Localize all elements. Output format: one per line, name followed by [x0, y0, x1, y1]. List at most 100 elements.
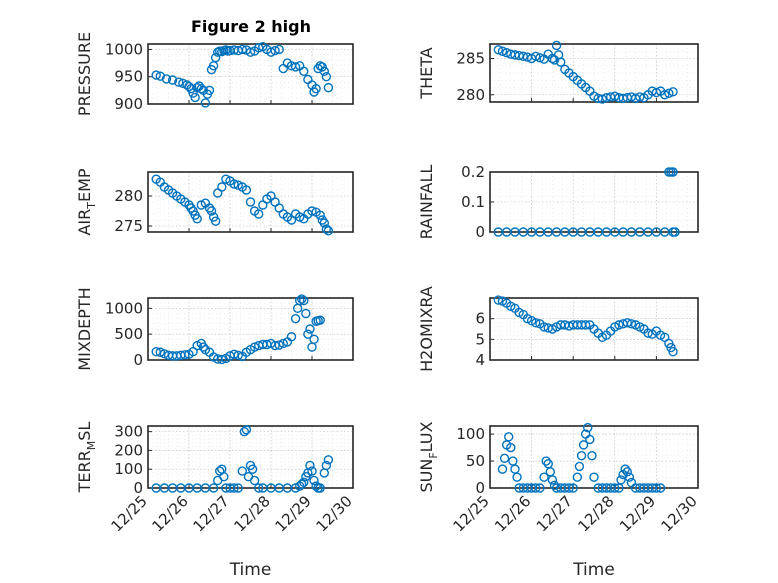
data-point: [313, 63, 323, 74]
y-tick-label: 100: [114, 460, 143, 478]
data-point: [512, 472, 522, 482]
data-point: [578, 440, 589, 450]
data-point: [321, 224, 332, 234]
figure-title: Figure 2 high: [191, 17, 311, 36]
data-point: [506, 442, 516, 453]
y-tick-label: 6: [475, 310, 485, 328]
x-tick-label: 12/25: [450, 492, 493, 535]
data-point: [286, 332, 297, 342]
data-point: [241, 185, 252, 195]
data-point: [315, 210, 325, 220]
data-point: [597, 94, 608, 104]
data-point: [200, 98, 211, 108]
y-tick-label: 200: [114, 441, 143, 459]
data-point: [556, 57, 566, 67]
y-tick-label: 0: [133, 351, 143, 369]
data-point: [535, 483, 545, 493]
data-point: [576, 450, 587, 461]
data-point: [319, 66, 329, 76]
data-point: [610, 91, 620, 101]
x-tick-label: 12/30: [658, 492, 701, 535]
subplot-terr_msl: 0100200300TERRMSL12/2512/2612/2712/2812/…: [75, 422, 356, 580]
data-point: [668, 167, 678, 177]
data-point: [541, 456, 551, 466]
data-point: [180, 350, 190, 360]
data-point: [210, 216, 221, 226]
x-tick-label: 12/30: [313, 492, 356, 535]
data-point: [309, 334, 319, 345]
axes-box: [147, 297, 354, 361]
data-point: [297, 294, 307, 304]
y-tick-label: 0: [475, 223, 485, 241]
data-point: [266, 47, 276, 57]
data-point: [301, 308, 311, 319]
data-point: [299, 295, 309, 306]
x-tick-label: 12/29: [272, 492, 315, 535]
data-point: [307, 206, 317, 216]
data-point: [493, 295, 504, 305]
subplot-rainfall: 0 0.1 0.2 RAINFALL: [417, 163, 699, 241]
y-tick-label: 300: [114, 423, 143, 441]
data-point: [622, 318, 632, 328]
y-axis-label: MIXDEPTH: [75, 287, 94, 370]
data-point: [568, 483, 578, 493]
data-point: [493, 45, 504, 55]
y-tick-label: 50: [466, 452, 485, 470]
y-tick-label: 1000: [105, 40, 143, 58]
data-point: [668, 87, 678, 97]
data-point: [208, 483, 219, 493]
y-tick-label: 0: [133, 479, 143, 497]
data-point: [155, 347, 166, 357]
data-point: [254, 483, 264, 493]
x-tick-label: 12/25: [108, 492, 151, 535]
data-point: [295, 295, 305, 306]
data-point: [635, 92, 645, 102]
y-tick-label: 500: [114, 325, 143, 343]
data-point: [651, 87, 662, 98]
data-point: [151, 70, 161, 80]
y-tick-label: 4: [475, 351, 485, 369]
axes-box: [147, 171, 354, 233]
data-point: [624, 472, 635, 482]
data-point: [299, 66, 309, 76]
data-point: [215, 466, 225, 476]
data-point: [239, 426, 250, 437]
data-point: [198, 342, 209, 352]
data-point: [274, 340, 284, 350]
data-point: [614, 320, 624, 330]
y-axis-label: THETA: [417, 47, 436, 99]
data-point: [660, 90, 670, 100]
data-point: [589, 472, 599, 482]
data-point: [574, 461, 585, 472]
data-point: [518, 51, 528, 62]
data-point: [531, 483, 541, 493]
data-point: [622, 467, 632, 477]
data-point: [249, 342, 260, 352]
data-point: [501, 48, 512, 58]
data-point: [499, 453, 510, 464]
x-tick-label: 12/28: [231, 492, 274, 535]
data-point: [161, 74, 172, 84]
data-point: [651, 483, 662, 493]
data-point: [547, 475, 558, 485]
x-tick-label: 12/27: [533, 492, 576, 535]
x-tick-label: 12/26: [491, 492, 534, 535]
data-point: [497, 464, 508, 474]
y-tick-label: 275: [114, 217, 143, 235]
data-point: [245, 197, 256, 207]
x-tick-label: 12/27: [190, 492, 233, 535]
subplot-air_temp: 275 280 AIRTEMP: [75, 168, 354, 236]
subplot-pressure: 900 950 1000 PRESSURE: [75, 32, 354, 116]
data-point: [237, 466, 248, 476]
data-point: [274, 44, 284, 55]
data-point: [219, 472, 229, 482]
data-point: [531, 51, 541, 62]
data-point: [245, 47, 256, 57]
y-axis-label: RAINFALL: [417, 165, 436, 240]
y-axis-label: SUNFLUX: [417, 421, 440, 492]
data-point: [583, 422, 593, 433]
axes-box: [489, 297, 699, 361]
data-point: [504, 432, 514, 442]
y-tick-label: 900: [114, 95, 143, 113]
data-point: [643, 328, 653, 338]
